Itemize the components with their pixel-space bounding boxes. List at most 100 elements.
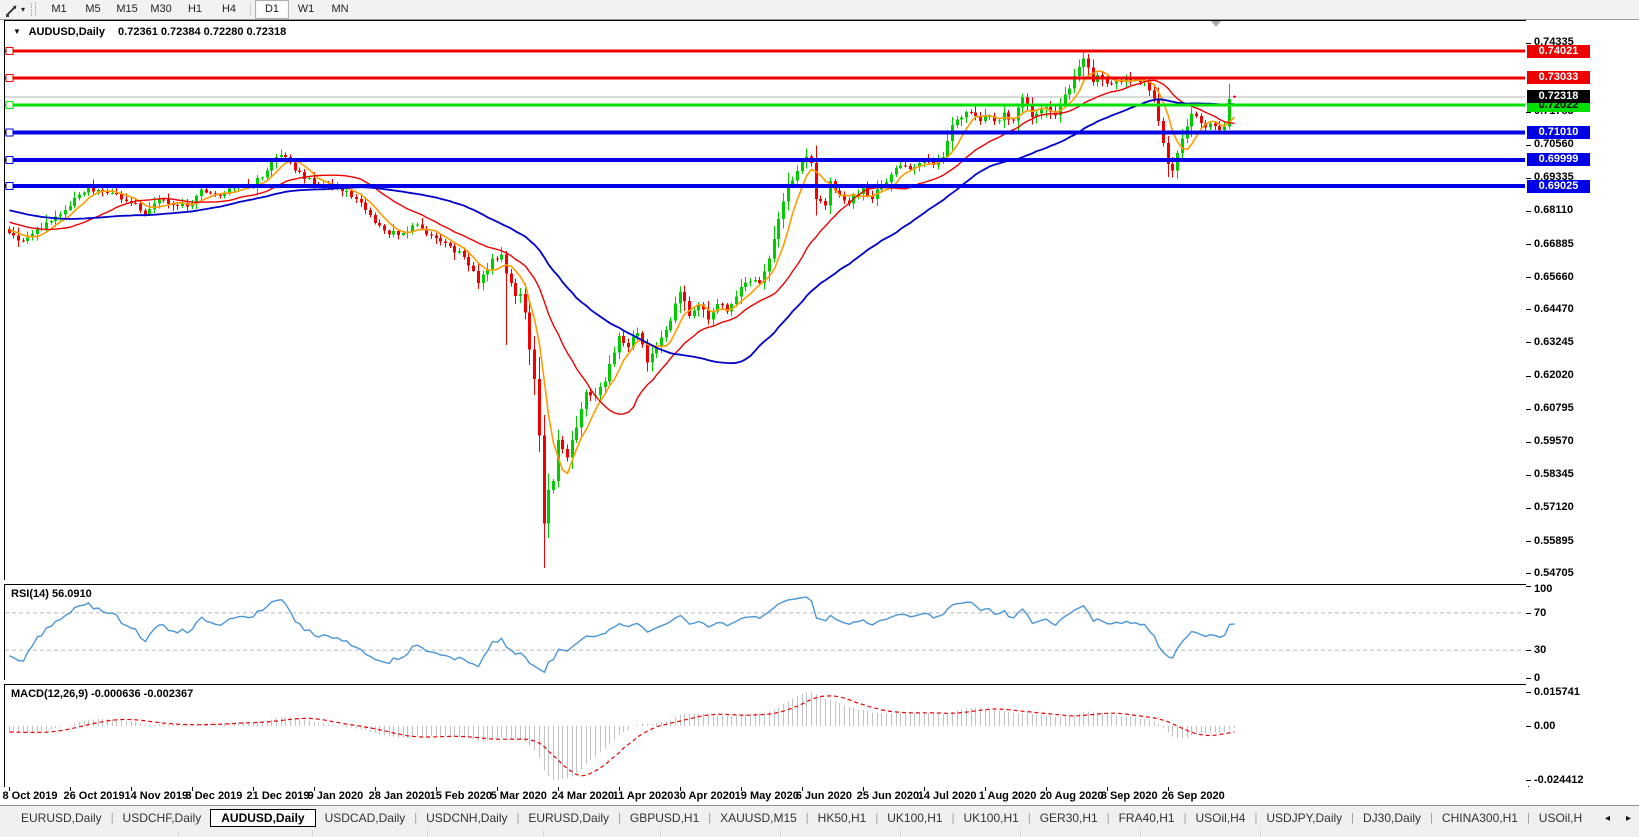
date-tick-mark (1168, 787, 1169, 791)
date-tick-mark (314, 787, 315, 791)
timeframe-button-m30[interactable]: M30 (150, 3, 172, 15)
timeframe-button-m5[interactable]: M5 (85, 3, 101, 15)
date-tick-mark (192, 787, 193, 791)
price-tick-label: 0.57120 (1534, 501, 1574, 514)
macd-tick-mark (1526, 692, 1531, 693)
status-strip-separator (178, 830, 179, 836)
rsi-line (9, 596, 1235, 673)
chart-title: ▼ AUDUSD,Daily 0.72361 0.72384 0.72280 0… (13, 26, 286, 38)
tab-scroll-right-icon[interactable]: ▸ (1625, 812, 1632, 824)
symbol-period-label: AUDUSD,Daily (28, 26, 105, 38)
price-axis[interactable]: 0.74021 0.73033 0.72022 0.71010 0.69999 0.690… (1526, 20, 1639, 786)
main-chart-window[interactable]: ▼ AUDUSD,Daily 0.72361 0.72384 0.72280 0… (4, 20, 1529, 581)
window-splitter-1[interactable] (0, 580, 1639, 584)
price-line-badge-0.73033: 0.73033 (1527, 71, 1590, 85)
timeframe-toolbar: ▾ M1 M5 M15 M30 H1 H4 D1 W1 MN (0, 0, 1639, 20)
chart-tab-usoil-h4[interactable]: USOil,H4 (1195, 811, 1246, 825)
timeframe-button-m15[interactable]: M15 (116, 3, 138, 15)
hline-handle-icon (5, 128, 14, 137)
tool-dropdown-caret[interactable]: ▾ (21, 4, 26, 14)
chart-tab-eurusd-daily[interactable]: EURUSD,Daily (528, 811, 610, 825)
current-price-badge: 0.72318 (1527, 90, 1590, 104)
rsi-chart-canvas[interactable] (5, 585, 1526, 678)
price-tick-label: 0.64470 (1534, 302, 1574, 315)
date-label: 8 Sep 2020 (1100, 790, 1158, 802)
status-strip-separator (543, 830, 544, 836)
date-label: 25 Jun 2020 (856, 790, 920, 802)
price-tick-mark (1526, 42, 1531, 44)
chart-tab-usdcnh-daily[interactable]: USDCNH,Daily (426, 811, 508, 825)
timeframe-button-h1[interactable]: H1 (187, 3, 203, 15)
chart-tab-gbpusd-h1[interactable]: GBPUSD,H1 (629, 811, 700, 825)
price-tick-mark (1526, 309, 1531, 311)
date-tick-mark (619, 787, 620, 791)
price-tick-mark (1526, 144, 1531, 146)
date-label: 24 Mar 2020 (551, 790, 615, 802)
time-axis[interactable]: 8 Oct 2019 26 Oct 2019 14 Nov 2019 3 Dec 20… (0, 787, 1639, 805)
timeframe-button-h4[interactable]: H4 (221, 3, 237, 15)
chart-tab-usdcad-daily[interactable]: USDCAD,Daily (324, 811, 406, 825)
price-line-badge-0.74021: 0.74021 (1527, 44, 1590, 58)
price-tick-mark (1526, 375, 1531, 377)
date-label: 8 Oct 2019 (2, 790, 58, 802)
tab-scroll-left-icon[interactable]: ◂ (1604, 812, 1611, 824)
macd-chart-canvas[interactable] (5, 685, 1526, 785)
timeframe-button-w1[interactable]: W1 (297, 3, 315, 15)
tab-separator: | (1183, 812, 1187, 824)
chart-tab-hk50-h1[interactable]: HK50,H1 (817, 811, 867, 825)
tab-separator: | (708, 812, 712, 824)
date-label: 15 Feb 2020 (429, 790, 492, 802)
chart-tab-dj30-daily[interactable]: DJ30,Daily (1363, 811, 1422, 825)
rsi-axis-label: 30 (1534, 644, 1547, 657)
macd-axis-label: 0.00 (1534, 720, 1556, 732)
ohlc-values: 0.72361 0.72384 0.72280 0.72318 (118, 26, 287, 38)
window-splitter-2[interactable] (0, 680, 1639, 684)
candlestick-chart-canvas[interactable] (5, 21, 1526, 578)
rsi-tick-mark (1526, 586, 1531, 587)
date-label: 26 Oct 2019 (63, 790, 125, 802)
date-label: 14 Jul 2020 (917, 790, 977, 802)
chart-tab-fra40-h1[interactable]: FRA40,H1 (1118, 811, 1175, 825)
macd-tick-mark (1526, 780, 1531, 781)
macd-indicator-window[interactable]: MACD(12,26,9) -0.000636 -0.002367 (4, 684, 1529, 788)
timeframe-button-m1[interactable]: M1 (51, 3, 67, 15)
rsi-tick-mark (1526, 650, 1531, 652)
price-tick-label: 0.68110 (1534, 204, 1574, 217)
toolbar-grip[interactable] (31, 3, 37, 16)
date-label: 11 Apr 2020 (612, 790, 674, 802)
chart-tab-eurusd-daily[interactable]: EURUSD,Daily (21, 811, 102, 825)
date-label: 19 May 2020 (734, 790, 799, 802)
date-label: 20 Aug 2020 (1039, 790, 1104, 802)
chart-tab-uk100-h1[interactable]: UK100,H1 (887, 811, 943, 825)
date-label: 14 Nov 2019 (124, 790, 189, 802)
chart-tab-ger30-h1[interactable]: GER30,H1 (1039, 811, 1098, 825)
hline-handle-icon (5, 47, 14, 56)
price-tick-label: 0.60795 (1534, 402, 1574, 415)
collapse-triangle-icon[interactable]: ▼ (13, 27, 21, 36)
date-tick-mark (375, 787, 376, 791)
date-tick-mark (741, 787, 742, 791)
status-strip-separator (660, 830, 661, 836)
hline-handle-icon (5, 101, 14, 110)
price-tick-mark (1526, 244, 1531, 245)
chart-tab-usdchf-daily[interactable]: USDCHF,Daily (122, 811, 202, 825)
chart-tab-uk100-h1[interactable]: UK100,H1 (963, 811, 1019, 825)
timeframe-button-d1[interactable]: D1 (255, 0, 290, 19)
tab-separator: | (805, 812, 809, 824)
timeframe-button-mn[interactable]: MN (331, 3, 349, 15)
chart-tab-china300-h1[interactable]: CHINA300,H1 (1441, 811, 1518, 825)
date-label: 1 Aug 2020 (978, 790, 1037, 802)
chart-tab-usoil-h[interactable]: USOil,H (1538, 811, 1583, 825)
date-label: 30 Apr 2020 (673, 790, 736, 802)
line-draw-tool-icon[interactable] (3, 2, 21, 18)
chart-tab-usdjpy-daily[interactable]: USDJPY,Daily (1266, 811, 1343, 825)
status-strip-separator (1260, 830, 1261, 836)
chart-tab-xauusd-m15[interactable]: XAUUSD,M15 (720, 811, 797, 825)
timeframe-buttons: M1 M5 M15 M30 H1 H4 D1 W1 MN (42, 0, 357, 19)
chart-tab-audusd-daily[interactable]: AUDUSD,Daily (210, 809, 316, 827)
rsi-indicator-window[interactable]: RSI(14) 56.0910 (4, 584, 1529, 681)
rsi-axis-label: 70 (1534, 606, 1547, 619)
tab-separator: | (516, 812, 520, 824)
pen-icon (6, 4, 17, 17)
